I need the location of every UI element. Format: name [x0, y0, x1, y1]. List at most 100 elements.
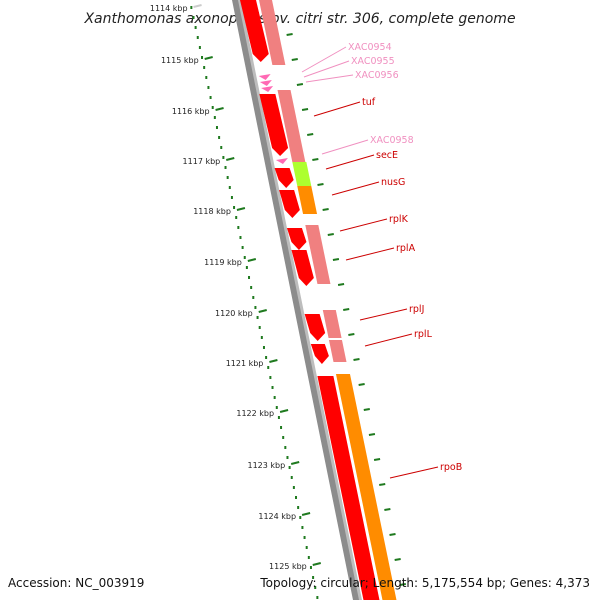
label-leader	[303, 60, 350, 78]
scale-dot	[237, 226, 240, 229]
kbp-tick	[204, 56, 213, 60]
scale-dot	[305, 546, 308, 549]
kbp-label: 1114 kbp	[150, 4, 188, 13]
scale-dot	[222, 156, 225, 159]
scale-dot	[230, 196, 233, 199]
scale-dot	[243, 256, 246, 259]
kbp-label: 1124 kbp	[258, 512, 296, 521]
accession-text: Accession: NC_003919	[8, 576, 144, 590]
scale-dot	[303, 536, 306, 539]
scale-dot	[211, 106, 214, 109]
scale-dot	[260, 336, 263, 339]
gene-label: rplK	[389, 214, 409, 225]
scale-dot	[233, 206, 236, 209]
rpoB-orange-feature	[335, 374, 397, 600]
label-leader	[305, 74, 354, 83]
gene-label: rplL	[414, 329, 433, 340]
track-tick	[394, 558, 401, 561]
scale-dot	[265, 356, 268, 359]
scale-dot	[309, 566, 312, 569]
kbp-label: 1118 kbp	[193, 207, 231, 216]
scale-dot	[239, 236, 242, 239]
gene-label: tuf	[362, 97, 376, 108]
kbp-tick	[290, 461, 300, 465]
track-tick	[332, 258, 340, 261]
scale-dot	[280, 426, 283, 429]
gene-label: rplA	[396, 243, 416, 254]
kbp-label: 1119 kbp	[204, 258, 242, 267]
rpl-pair-feature	[305, 225, 331, 284]
gene-label: nusG	[381, 177, 405, 188]
orange-feature	[297, 186, 318, 214]
gene-label: XAC0958	[370, 135, 414, 146]
label-leader	[339, 218, 388, 232]
rplL-pair-feature	[328, 340, 347, 362]
gene-label: XAC0954	[348, 42, 392, 53]
kbp-scale: 1114 kbp 1115 kbp 1116 kbp 1117 kbp 1118 kbp…	[150, 4, 322, 599]
scale-dot	[192, 16, 195, 19]
scale-dot	[215, 126, 218, 129]
kbp-label: 1122 kbp	[236, 409, 274, 418]
gene-label: rplJ	[409, 304, 424, 315]
scale-dot	[258, 326, 261, 329]
gene-labels: XAC0954 XAC0955 XAC0956 tuf XAC0958 secE nusG r…	[301, 42, 462, 479]
track-tick	[353, 358, 360, 361]
label-leader	[301, 46, 347, 73]
kbp-label: 1121 kbp	[226, 359, 264, 368]
kbp-tick	[215, 107, 224, 111]
tuf-feature	[259, 94, 289, 156]
track-tick	[348, 333, 355, 336]
scale-dot	[286, 456, 289, 459]
scale-dot	[190, 6, 193, 9]
tuf-pair-feature	[277, 90, 306, 162]
scale-dot	[213, 116, 216, 119]
track-tick	[286, 33, 293, 36]
scale-dot	[297, 506, 300, 509]
track-tick	[317, 183, 324, 186]
scale-dot	[267, 366, 270, 369]
scale-dot	[271, 386, 274, 389]
gene-label: XAC0955	[351, 56, 395, 67]
scale-dot	[312, 576, 315, 579]
track-tick	[358, 383, 365, 386]
scale-dot	[226, 176, 229, 179]
track-tick	[337, 283, 345, 286]
kbp-label: 1116 kbp	[172, 107, 210, 116]
scale-dot	[290, 476, 293, 479]
scale-dot	[277, 416, 280, 419]
track-tick	[343, 308, 350, 311]
kbp-tick	[279, 409, 289, 413]
label-leader	[325, 154, 375, 170]
scale-dot	[275, 406, 278, 409]
scale-dot	[299, 516, 302, 519]
kbp-tick	[226, 157, 235, 161]
kbp-label: 1117 kbp	[183, 157, 221, 166]
rplK-feature	[286, 228, 307, 250]
label-leader	[345, 247, 395, 261]
scale-dot	[220, 146, 223, 149]
scale-dot	[207, 86, 210, 89]
kbp-tick	[269, 359, 278, 363]
genome-summary-text: Topology: circular; Length: 5,175,554 bp…	[259, 576, 590, 590]
scale-dot	[262, 346, 265, 349]
rplJ-feature	[304, 314, 326, 341]
backbone-line	[232, 0, 360, 600]
track-tick	[399, 583, 406, 586]
kbp-tick	[312, 562, 322, 566]
label-leader	[389, 466, 439, 479]
track-tick	[327, 233, 334, 236]
scale-dot	[235, 216, 238, 219]
rna-feature	[258, 74, 271, 80]
track-tick	[312, 158, 319, 161]
scale-dot	[288, 466, 291, 469]
label-leader	[313, 101, 361, 117]
track-tick	[296, 83, 304, 86]
rpoB-feature	[317, 376, 380, 600]
scale-dot	[292, 486, 295, 489]
kbp-tick	[236, 207, 246, 211]
track-tick	[379, 483, 386, 486]
track-tick	[389, 533, 396, 536]
scale-dot	[282, 436, 285, 439]
kbp-label: 1115 kbp	[161, 56, 199, 65]
cds-feature	[240, 0, 269, 62]
